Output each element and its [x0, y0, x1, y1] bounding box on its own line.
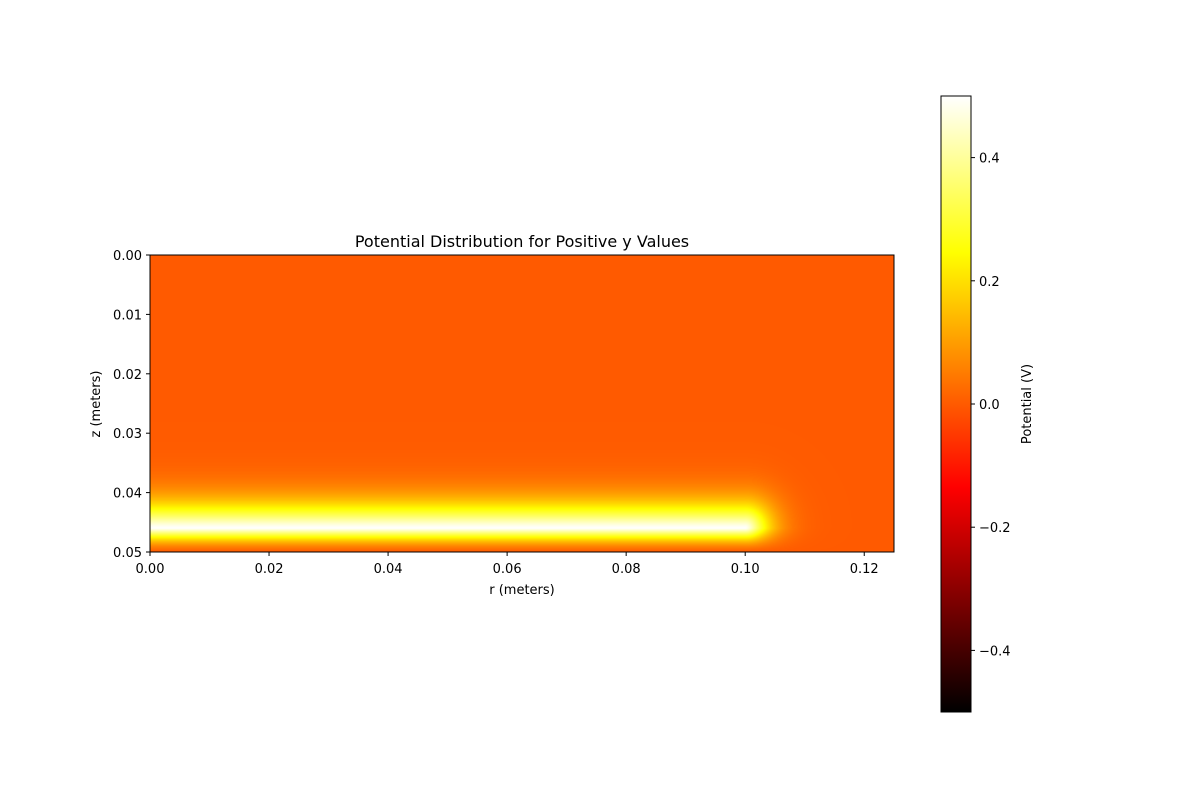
colorbar: −0.4 −0.2 0.0 0.2 0.4 Potential (V)	[940, 95, 1035, 713]
colorbar-tick-label: 0.2	[979, 275, 1000, 290]
x-axis-label: r (meters)	[489, 583, 555, 598]
colorbar-ticks: −0.4 −0.2 0.0 0.2 0.4	[971, 152, 1011, 659]
colorbar-tick-label: 0.4	[979, 152, 1000, 167]
y-tick-label: 0.03	[113, 427, 142, 442]
colorbar-tick-label: −0.4	[979, 644, 1011, 659]
plot-area	[149, 254, 895, 553]
x-tick-label: 0.10	[731, 562, 760, 577]
colorbar-gradient	[940, 95, 972, 713]
colorbar-label: Potential (V)	[1020, 364, 1035, 444]
x-tick-label: 0.06	[493, 562, 522, 577]
y-tick-label: 0.02	[113, 368, 142, 383]
x-axis: 0.00 0.02 0.04 0.06 0.08 0.10 0.12	[136, 552, 879, 577]
y-axis-label: z (meters)	[89, 371, 104, 438]
chart-title: Potential Distribution for Positive y Va…	[355, 232, 689, 251]
y-tick-label: 0.01	[113, 308, 142, 323]
colorbar-tick-label: 0.0	[979, 398, 1000, 413]
y-tick-label: 0.00	[113, 249, 142, 264]
x-tick-label: 0.04	[374, 562, 403, 577]
y-tick-label: 0.04	[113, 487, 142, 502]
x-tick-label: 0.08	[612, 562, 641, 577]
x-tick-label: 0.12	[850, 562, 879, 577]
colorbar-tick-label: −0.2	[979, 521, 1011, 536]
x-tick-label: 0.02	[255, 562, 284, 577]
y-axis: 0.00 0.01 0.02 0.03 0.04 0.05	[113, 249, 150, 561]
y-tick-label: 0.05	[113, 546, 142, 561]
plot-frame	[149, 254, 895, 553]
heatmap-image	[150, 255, 894, 552]
x-tick-label: 0.00	[136, 562, 165, 577]
